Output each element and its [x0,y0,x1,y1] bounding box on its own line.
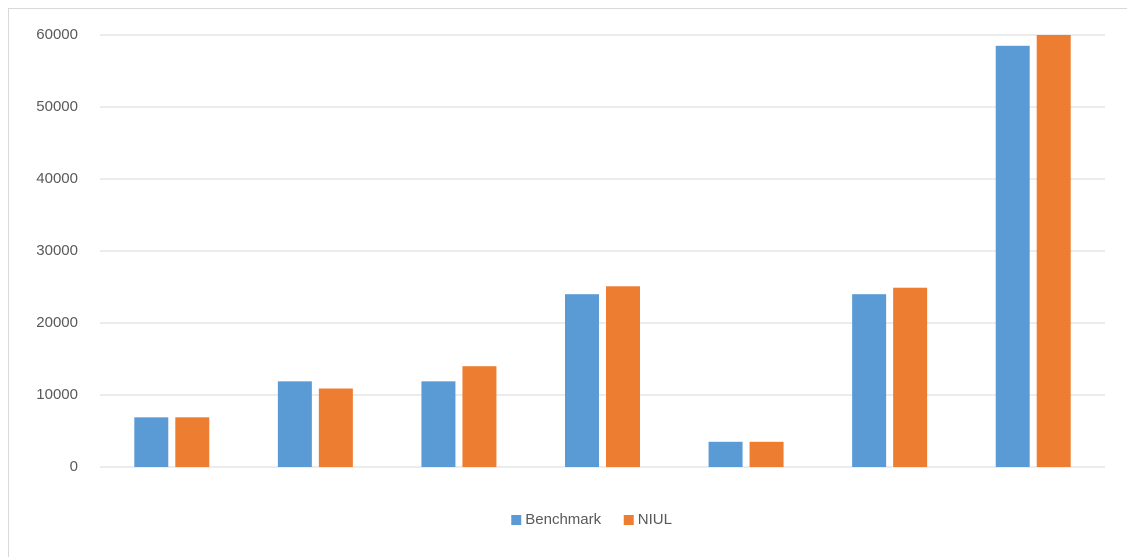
y-tick-label: 0 [70,458,78,475]
y-tick-label: 20000 [36,314,78,331]
legend-label: NIUL [638,511,672,528]
y-tick-label: 60000 [36,26,78,43]
bar [708,441,743,467]
legend-label: Benchmark [525,511,601,528]
y-tick-label: 10000 [36,386,78,403]
bar [318,388,353,467]
bar [175,417,210,467]
bar [277,381,312,467]
bar [421,381,456,467]
y-tick-label: 30000 [36,242,78,259]
bar [995,45,1030,468]
chart-frame [8,8,1127,557]
y-tick-label: 50000 [36,98,78,115]
bar [462,366,497,467]
bar [565,294,599,467]
bar [134,417,169,467]
bar [749,441,784,467]
y-tick-label: 40000 [36,170,78,187]
legend-swatch [623,515,634,525]
legend-swatch [511,515,522,525]
bar [1036,35,1071,467]
bar [606,286,640,467]
bar [893,287,928,467]
bar [852,294,887,467]
